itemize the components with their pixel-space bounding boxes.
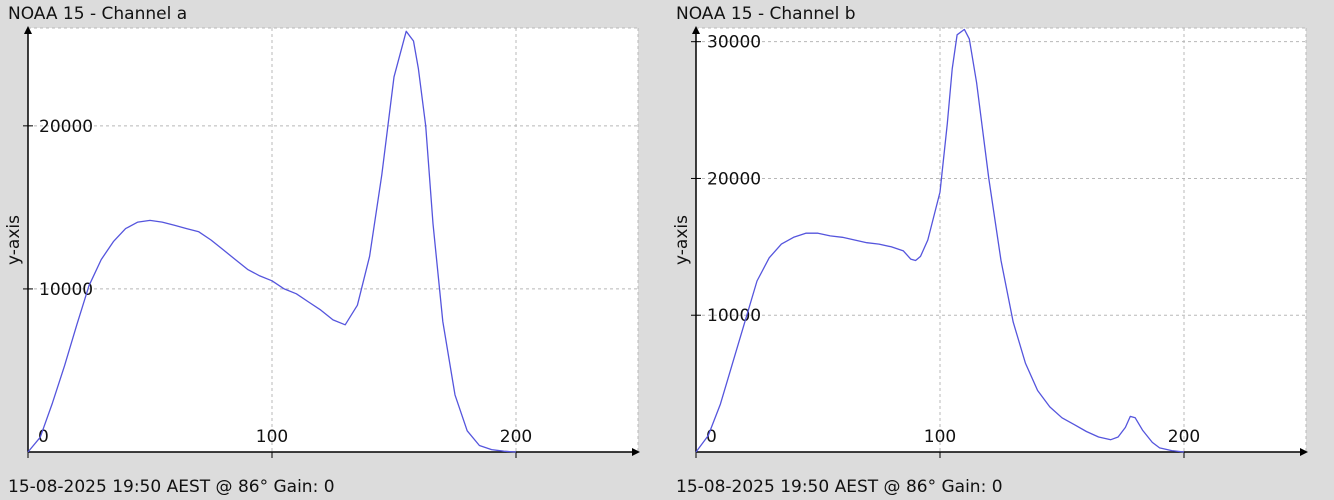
x-tick-label: 200	[500, 427, 532, 447]
x-tick-label: 100	[256, 427, 288, 447]
x-tick-label: 200	[1168, 427, 1200, 447]
y-tick-label: 20000	[707, 169, 761, 189]
x-tick-label: 100	[924, 427, 956, 447]
y-axis-label: y-axis	[672, 215, 692, 265]
y-tick-label: 20000	[39, 117, 93, 137]
y-tick-label: 10000	[707, 306, 761, 326]
chart-footer-status: 15-08-2025 19:50 AEST @ 86° Gain: 0	[676, 477, 1003, 497]
chart-plot-area: 0 100 200100002000030000y-axis	[668, 0, 1308, 500]
y-tick-label: 30000	[707, 33, 761, 53]
chart-panel-channel-b: NOAA 15 - Channel b 0 100 200 10000 20000 300…	[668, 0, 1308, 500]
chart-plot-area: 0 100 2001000020000y-axis	[0, 0, 640, 500]
y-axis-label: y-axis	[4, 215, 24, 265]
chart-footer-status: 15-08-2025 19:50 AEST @ 86° Gain: 0	[8, 477, 335, 497]
plot-background	[28, 28, 638, 452]
chart-panel-channel-a: NOAA 15 - Channel a 0 100 200 10000 20000 y-a…	[0, 0, 640, 500]
